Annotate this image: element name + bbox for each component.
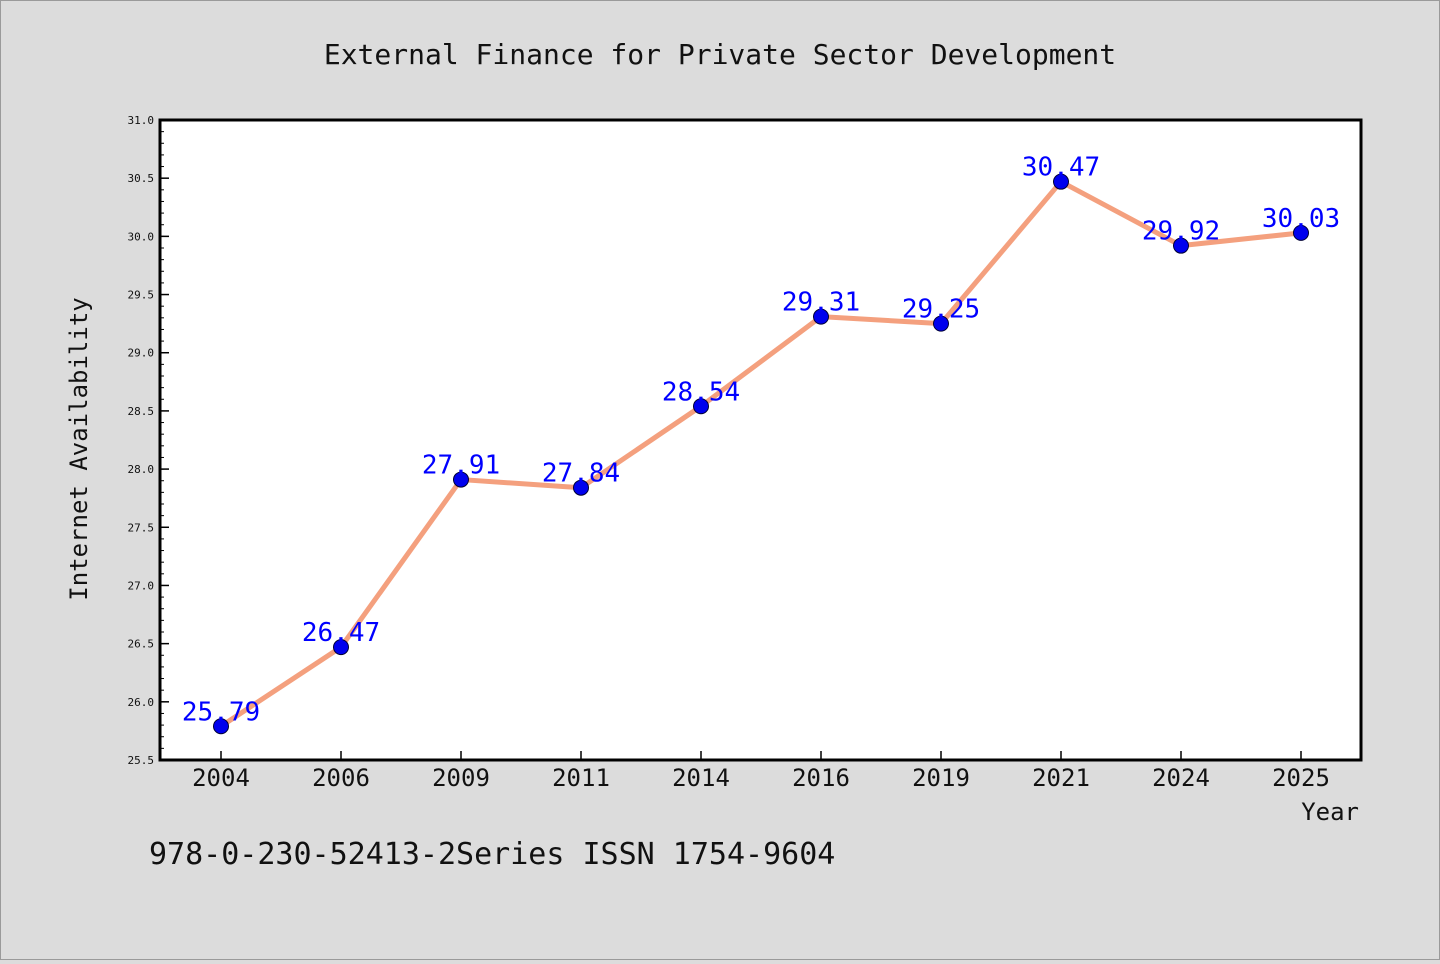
data-point bbox=[213, 718, 229, 735]
data-markers bbox=[213, 173, 1309, 735]
x-tick-label: 2009 bbox=[432, 764, 490, 792]
x-tick-label: 2011 bbox=[552, 764, 610, 792]
plot-area bbox=[158, 118, 1363, 762]
y-tick-label: 26.0 bbox=[128, 696, 155, 709]
data-point bbox=[1053, 173, 1069, 190]
data-point bbox=[333, 639, 349, 656]
y-tick-label: 29.0 bbox=[128, 347, 155, 360]
data-point bbox=[1173, 237, 1189, 254]
y-tick-label: 28.0 bbox=[128, 463, 155, 476]
x-tick-label: 2021 bbox=[1032, 764, 1090, 792]
data-point bbox=[1293, 224, 1309, 241]
data-label: 26.47 bbox=[302, 618, 380, 648]
data-point bbox=[453, 471, 469, 488]
data-label: 29.25 bbox=[902, 295, 980, 325]
x-tick-label: 2025 bbox=[1272, 764, 1330, 792]
data-label: 29.31 bbox=[782, 288, 860, 318]
y-tick-label: 28.5 bbox=[128, 405, 155, 418]
y-tick-label: 27.0 bbox=[128, 579, 155, 592]
data-label: 28.54 bbox=[662, 377, 740, 407]
footer-text: 978-0-230-52413-2Series ISSN 1754-9604 bbox=[149, 837, 835, 872]
x-tick-label: 2024 bbox=[1152, 764, 1210, 792]
data-label: 29.92 bbox=[1142, 217, 1220, 247]
y-axis-label: Internet Availability bbox=[65, 297, 93, 600]
data-labels: 25.79 26.47 27.91 27.84 28.54 29.31 29.25 30.47… bbox=[182, 153, 1340, 728]
chart-title: External Finance for Private Sector Deve… bbox=[324, 38, 1116, 71]
x-axis: 2004 2006 2009 2011 2014 2016 2019 2021 2024 2025 bbox=[192, 751, 1330, 792]
y-axis: 25.5 26.0 26.5 27.0 27.5 28.0 28.5 29.0 29.5 30.0… bbox=[128, 114, 169, 767]
data-label: 30.03 bbox=[1262, 204, 1340, 234]
y-tick-label: 31.0 bbox=[128, 114, 155, 127]
x-tick-label: 2014 bbox=[672, 764, 730, 792]
series-line-group bbox=[218, 179, 1304, 729]
x-tick-label: 2019 bbox=[912, 764, 970, 792]
y-tick-label: 30.5 bbox=[128, 172, 155, 185]
data-label: 30.47 bbox=[1022, 153, 1100, 183]
x-tick-label: 2004 bbox=[192, 764, 250, 792]
data-point bbox=[813, 308, 829, 325]
data-label: 27.84 bbox=[542, 459, 620, 489]
y-tick-label: 29.5 bbox=[128, 289, 155, 302]
data-label: 27.91 bbox=[422, 451, 500, 481]
y-tick-label: 27.5 bbox=[128, 521, 155, 534]
y-tick-label: 26.5 bbox=[128, 638, 155, 651]
data-point bbox=[933, 315, 949, 332]
x-axis-label: Year bbox=[1301, 798, 1359, 826]
data-label: 25.79 bbox=[182, 697, 260, 727]
data-point bbox=[573, 479, 589, 496]
y-tick-label: 25.5 bbox=[128, 754, 155, 767]
x-tick-label: 2006 bbox=[312, 764, 370, 792]
x-tick-label: 2016 bbox=[792, 764, 850, 792]
series-line bbox=[218, 179, 1304, 729]
data-point bbox=[693, 398, 709, 415]
y-tick-label: 30.0 bbox=[128, 230, 155, 243]
